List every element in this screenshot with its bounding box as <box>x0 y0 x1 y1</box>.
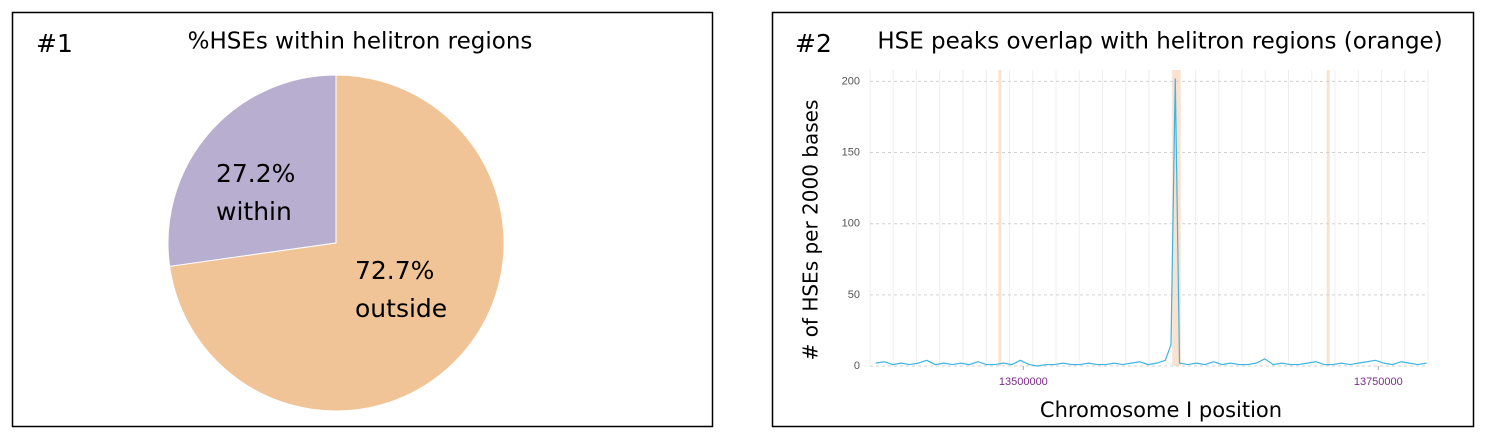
chart-title: %HSEs within helitron regions <box>188 29 533 55</box>
data-line <box>875 78 1427 367</box>
panel-label: #1 <box>36 29 73 58</box>
pie-slice <box>167 74 337 267</box>
slice-category-label: within <box>216 197 292 226</box>
chart-title: HSE peaks overlap with helitron regions … <box>877 29 1442 55</box>
panel-label: #2 <box>795 29 832 58</box>
y-tick-label: 200 <box>842 75 860 87</box>
helitron-region <box>998 70 1002 366</box>
x-tick-label: 13750000 <box>1354 376 1403 388</box>
slice-category-label: outside <box>355 294 447 323</box>
x-axis-label: Chromosome I position <box>1040 398 1282 422</box>
helitron-region <box>1326 70 1330 366</box>
y-tick-label: 50 <box>848 289 860 301</box>
y-tick-label: 100 <box>842 218 860 230</box>
x-tick-label: 13500000 <box>999 376 1048 388</box>
y-axis-label: # of HSEs per 2000 bases <box>799 100 823 361</box>
slice-value-label: 27.2% <box>216 159 295 188</box>
y-tick-label: 150 <box>842 146 860 158</box>
helitron-region <box>1172 70 1181 366</box>
y-tick-label: 0 <box>854 360 860 372</box>
slice-value-label: 72.7% <box>355 256 434 285</box>
pie-slice <box>169 74 505 412</box>
